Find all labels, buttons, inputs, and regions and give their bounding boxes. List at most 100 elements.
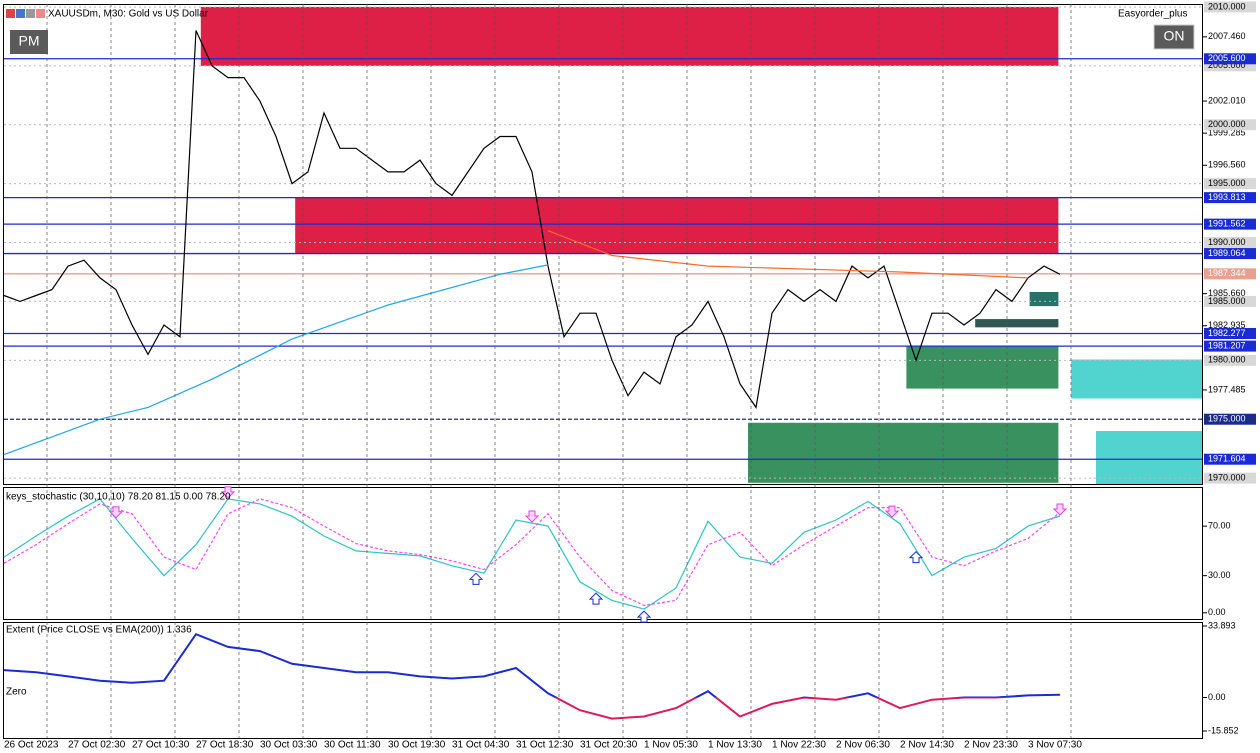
- level-box: [1204, 340, 1256, 352]
- round-level-label: 2000.000: [1208, 119, 1246, 129]
- y-tick-label: -15.852: [1208, 725, 1239, 735]
- y-tick-label: 70.00: [1208, 521, 1231, 531]
- round-level-box: [1204, 295, 1256, 307]
- plot-layer: 2007.460 2002.010 1999.285 1996.560 1985.660…: [3, 1, 1256, 751]
- signal-up: [636, 610, 652, 623]
- y-tick-label: 30.00: [1208, 570, 1231, 580]
- round-level-box: [1204, 119, 1256, 131]
- level-box: [1204, 413, 1256, 425]
- x-tick-label: 2 Nov 06:30: [836, 740, 890, 751]
- x-tick-label: 31 Oct 12:30: [516, 740, 574, 751]
- main-frame: [3, 4, 1203, 485]
- pm-button[interactable]: [10, 30, 48, 54]
- series-line: [3, 632, 1061, 720]
- round-level-box: [1204, 237, 1256, 249]
- level-box: [1204, 192, 1256, 204]
- stoch-frame: [3, 487, 1203, 620]
- y-tick-label: 2002.010: [1208, 95, 1246, 105]
- zone: [200, 6, 1059, 66]
- round-level-box: [1204, 60, 1256, 72]
- x-tick-label: 31 Oct 04:30: [452, 740, 510, 751]
- level-box: [1204, 268, 1256, 280]
- y-tick-label: 1999.285: [1208, 128, 1246, 138]
- toolbar-icons: [6, 9, 45, 18]
- signal-down: [1052, 503, 1068, 516]
- signal-up: [908, 550, 924, 564]
- level-box: [1204, 248, 1256, 260]
- series-line: [3, 30, 1061, 409]
- chart-title: XAUUSDm, M30: Gold vs US Dollar: [48, 9, 209, 20]
- series-line: [3, 498, 1061, 610]
- y-tick-label: 0.00: [1208, 607, 1226, 617]
- round-level-box: [1204, 1, 1256, 13]
- x-tick-label: 30 Oct 11:30: [324, 740, 381, 751]
- on-button-label[interactable]: ON: [1164, 28, 1185, 44]
- x-tick-label: 30 Oct 03:30: [260, 740, 318, 751]
- level-box: [1204, 218, 1256, 230]
- level-box: [1204, 327, 1256, 339]
- x-tick-label: 3 Nov 07:30: [1028, 740, 1082, 751]
- y-tick-label: 33.893: [1208, 620, 1236, 630]
- round-level-box: [1204, 472, 1256, 484]
- level-label: 1991.562: [1208, 219, 1246, 229]
- level-box: [1204, 453, 1256, 465]
- x-tick-label: 27 Oct 10:30: [132, 740, 190, 751]
- extent-title: Extent (Price CLOSE vs EMA(200)) 1.336: [6, 625, 192, 636]
- extent-frame: [3, 622, 1203, 739]
- level-label: 1993.813: [1208, 192, 1246, 202]
- x-tick-label: 2 Nov 23:30: [964, 740, 1018, 751]
- round-level-box: [1204, 178, 1256, 190]
- signal-down: [108, 506, 124, 519]
- zone: [1071, 359, 1202, 399]
- y-tick-label: 2007.460: [1208, 31, 1246, 41]
- signal-up: [468, 572, 484, 585]
- series-line: [3, 498, 1061, 607]
- round-level-label: 1990.000: [1208, 237, 1246, 247]
- signal-down: [220, 486, 236, 499]
- signal-down: [524, 510, 540, 523]
- x-tick-label: 27 Oct 18:30: [196, 740, 254, 751]
- expert-name: Easyorder_plus: [1118, 9, 1187, 20]
- level-label: 1975.000: [1208, 414, 1246, 424]
- round-level-box: [1204, 354, 1256, 366]
- round-level-label: 1985.000: [1208, 296, 1246, 306]
- level-label: 1987.344: [1208, 268, 1246, 278]
- y-tick-label: 1977.485: [1208, 384, 1246, 394]
- zone: [295, 197, 1059, 254]
- level-label: 2005.600: [1208, 53, 1246, 63]
- zone: [1029, 292, 1059, 307]
- y-tick-label: 1982.935: [1208, 320, 1246, 330]
- level-label: 1971.604: [1208, 454, 1246, 464]
- x-tick-label: 27 Oct 02:30: [68, 740, 126, 751]
- x-tick-label: 30 Oct 19:30: [388, 740, 446, 751]
- zone: [906, 346, 1059, 389]
- level-box: [1204, 53, 1256, 65]
- round-level-label: 1980.000: [1208, 355, 1246, 365]
- x-tick-label: 1 Nov 05:30: [644, 740, 698, 751]
- signal-up: [588, 592, 604, 605]
- pm-button-label[interactable]: PM: [19, 33, 40, 49]
- level-label: 1981.207: [1208, 340, 1246, 350]
- y-tick-label: 1996.560: [1208, 160, 1246, 170]
- signal-down: [884, 505, 900, 518]
- stoch-title: keys_stochastic (30,10,10) 78.20 81.15 0…: [6, 492, 231, 503]
- zone: [975, 319, 1059, 328]
- series-line: [3, 264, 549, 456]
- x-tick-label: 2 Nov 14:30: [900, 740, 954, 751]
- round-level-label: 1970.000: [1208, 472, 1246, 482]
- zone: [748, 422, 1059, 483]
- x-tick-label: 1 Nov 22:30: [772, 740, 826, 751]
- round-level-label: 2010.000: [1208, 1, 1246, 11]
- y-tick-label: 1985.660: [1208, 288, 1246, 298]
- zone: [1096, 430, 1202, 484]
- x-tick-label: 26 Oct 2023: [4, 740, 59, 751]
- on-button[interactable]: [1153, 24, 1195, 50]
- x-tick-label: 31 Oct 20:30: [580, 740, 638, 751]
- round-level-label: 1995.000: [1208, 178, 1246, 188]
- y-tick-label: 0.00: [1208, 692, 1226, 702]
- zero-label: Zero: [6, 687, 27, 698]
- level-label: 1982.277: [1208, 328, 1246, 338]
- series-line: [547, 230, 1029, 279]
- round-level-label: 2005.000: [1208, 60, 1246, 70]
- level-label: 1989.064: [1208, 248, 1246, 258]
